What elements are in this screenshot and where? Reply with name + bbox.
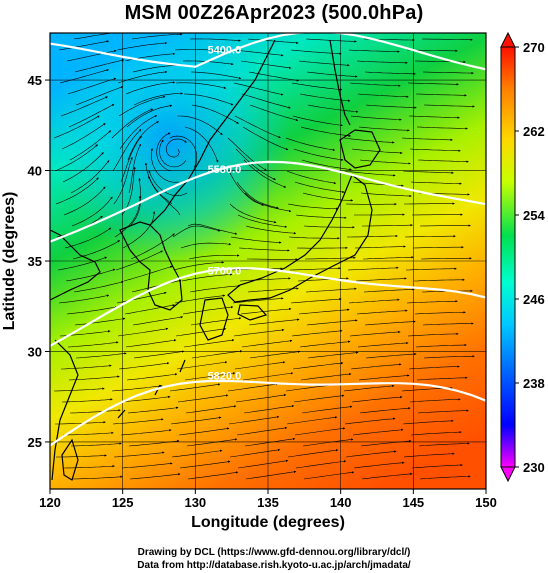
- y-tick-label: 25: [28, 435, 42, 450]
- y-axis-label: Latitude (degrees): [1, 192, 18, 331]
- height-contour: [50, 33, 486, 71]
- map-title: MSM 00Z26Apr2023 (500.0hPa): [124, 2, 424, 24]
- colorbar-tick-label: 230: [523, 460, 545, 475]
- x-tick-label: 140: [330, 495, 352, 510]
- colorbar-tick-label: 238: [523, 376, 545, 391]
- colorbar-tick-label: 270: [523, 40, 545, 55]
- credit-dcl: Drawing by DCL (https://www.gfd-dennou.o…: [137, 547, 411, 558]
- height-contours: 5400.0 5580.0 5700.0 5820.0: [50, 33, 486, 447]
- x-tick-label: 135: [257, 495, 279, 510]
- height-contour: [50, 160, 486, 243]
- wind-streamlines: [53, 33, 475, 480]
- y-tick-label: 30: [28, 344, 42, 359]
- colorbar-max-arrow: [500, 31, 516, 48]
- colorbar: 230 238 246 254 262 270: [500, 31, 545, 483]
- height-contour: [50, 379, 486, 447]
- contour-label: 5580.0: [208, 164, 242, 176]
- x-axis: 120 125 130 135 140 145 150: [39, 489, 497, 510]
- colorbar-tick-label: 254: [523, 208, 545, 223]
- x-tick-label: 150: [475, 495, 497, 510]
- y-tick-label: 40: [28, 164, 42, 179]
- colorbar-tick-label: 262: [523, 124, 545, 139]
- x-tick-label: 120: [39, 495, 61, 510]
- height-contour: [50, 267, 486, 347]
- colorbar-min-arrow: [500, 466, 516, 483]
- x-tick-label: 130: [184, 495, 206, 510]
- contour-label: 5820.0: [208, 370, 242, 382]
- x-tick-label: 145: [402, 495, 424, 510]
- temperature-field: 5400.0 5580.0 5700.0 5820.0: [50, 33, 486, 489]
- y-axis: 25 30 35 40 45: [28, 73, 50, 450]
- x-axis-label: Longitude (degrees): [191, 514, 345, 531]
- map-figure: 5400.0 5580.0 5700.0 5820.0 120 125 130 135 140…: [1, 31, 545, 531]
- credit-data: Data from http://database.rish.kyoto-u.a…: [137, 560, 411, 571]
- colorbar-tick-label: 246: [523, 292, 545, 307]
- y-tick-label: 35: [28, 254, 42, 269]
- coastlines: [50, 39, 381, 481]
- y-tick-label: 45: [28, 73, 42, 88]
- contour-label: 5400.0: [208, 45, 242, 57]
- x-tick-label: 125: [112, 495, 134, 510]
- contour-label: 5700.0: [208, 265, 242, 277]
